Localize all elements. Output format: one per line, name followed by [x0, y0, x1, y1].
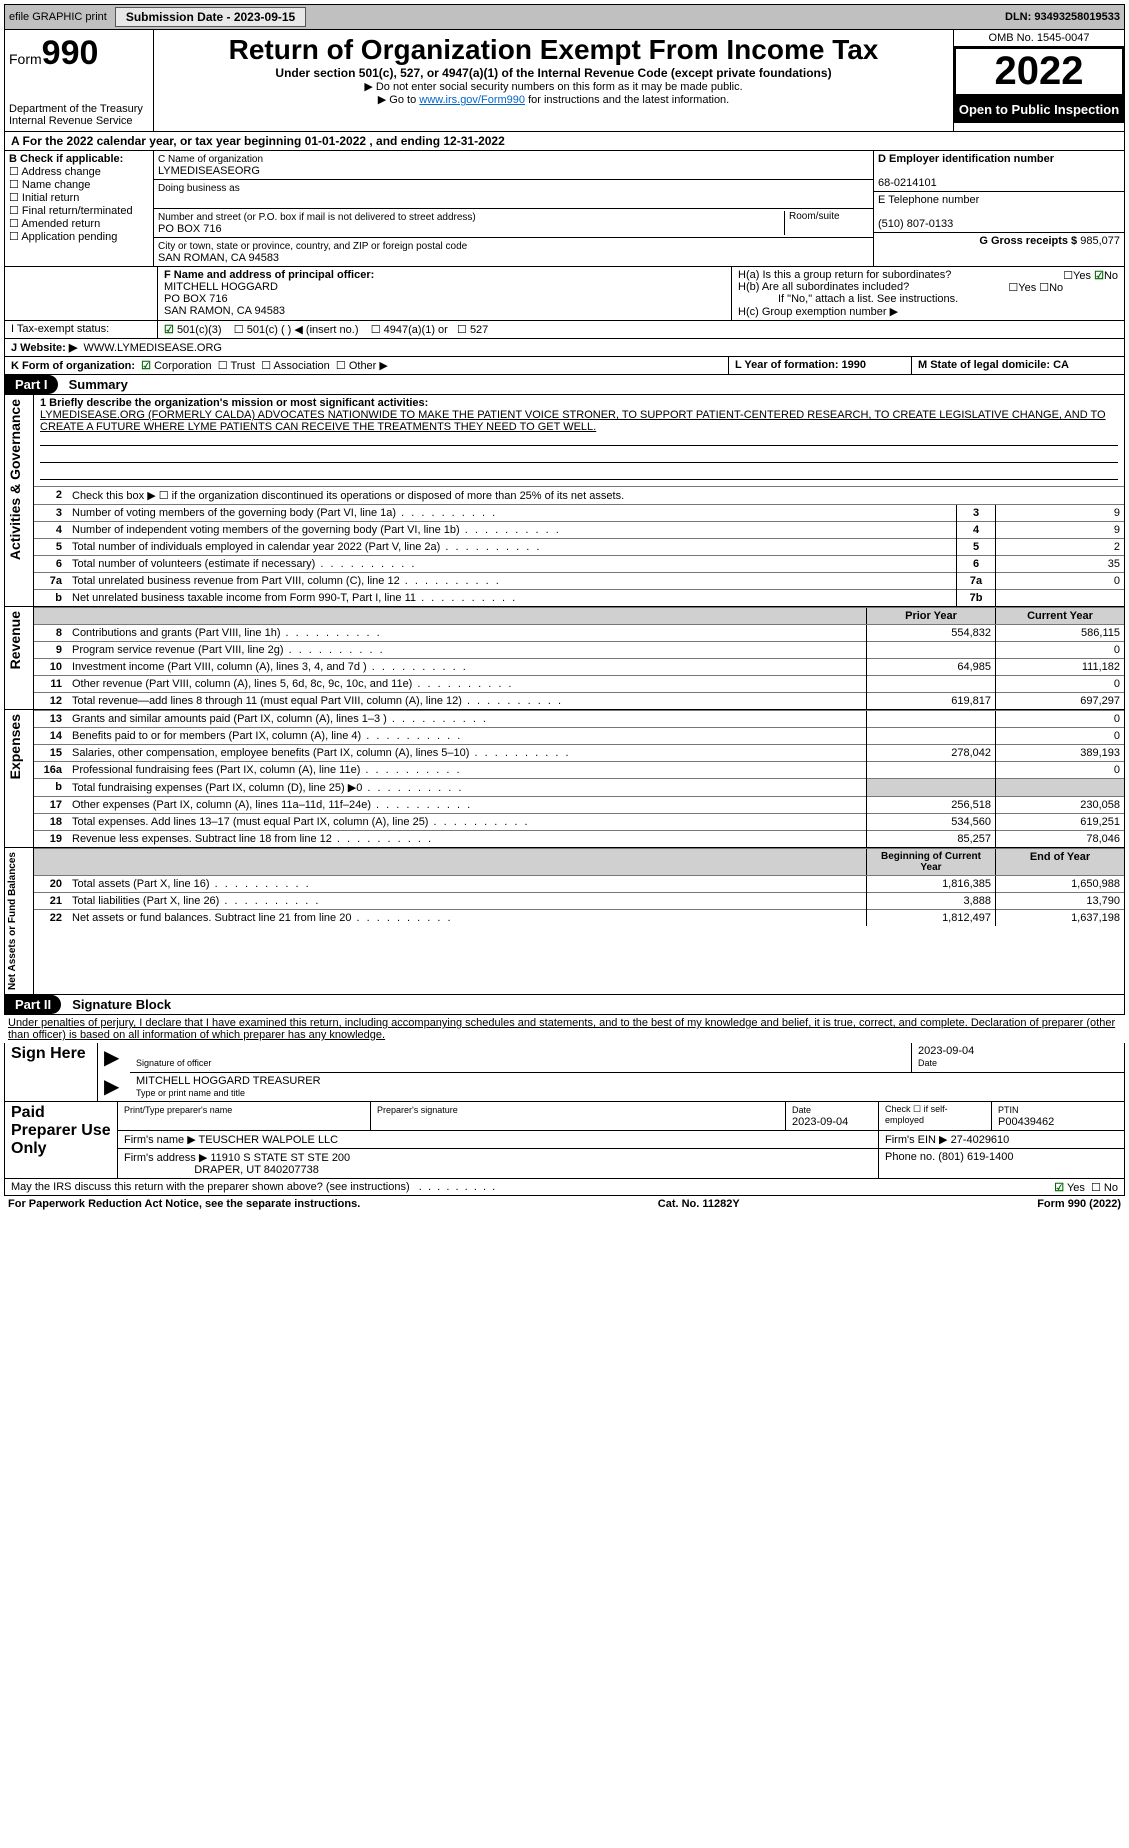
- omb-number: OMB No. 1545-0047: [954, 30, 1124, 47]
- irs-label: Internal Revenue Service: [9, 115, 149, 127]
- label-g: G Gross receipts $: [979, 235, 1077, 247]
- section-klm: K Form of organization: ☑ Corporation ☐ …: [4, 357, 1125, 375]
- part1-body: Activities & Governance 1 Briefly descri…: [4, 395, 1125, 607]
- efile-label: efile GRAPHIC print: [9, 11, 107, 23]
- section-j: J Website: ▶ WWW.LYMEDISEASE.ORG: [4, 339, 1125, 357]
- state-domicile: M State of legal domicile: CA: [918, 359, 1069, 371]
- line-a: A For the 2022 calendar year, or tax yea…: [4, 132, 1125, 151]
- label-hb: H(b) Are all subordinates included?: [738, 281, 909, 293]
- rev-section: Revenue Prior Year Current Year 8Contrib…: [4, 607, 1125, 710]
- dept-treasury: Department of the Treasury: [9, 103, 149, 115]
- section-bcd: B Check if applicable: Address change Na…: [4, 151, 1125, 267]
- mission-text: LYMEDISEASE.ORG (FORMERLY CALDA) ADVOCAT…: [40, 409, 1106, 433]
- label-hc: H(c) Group exemption number ▶: [738, 305, 1118, 318]
- cb-name[interactable]: Name change: [9, 179, 90, 191]
- label-city: City or town, state or province, country…: [158, 241, 467, 252]
- org-name: LYMEDISEASEORG: [158, 165, 260, 177]
- vlabel-rev: Revenue: [5, 607, 25, 673]
- officer-printed: MITCHELL HOGGARD TREASURER: [136, 1075, 321, 1087]
- ein-value: 68-0214101: [878, 177, 937, 189]
- cb-initial[interactable]: Initial return: [9, 192, 79, 204]
- cb-address[interactable]: Address change: [9, 166, 101, 178]
- open-inspection: Open to Public Inspection: [954, 96, 1124, 123]
- cb-final[interactable]: Final return/terminated: [9, 205, 133, 217]
- year-formation: L Year of formation: 1990: [735, 359, 866, 371]
- sign-here-block: Sign Here ▶ Signature of officer 2023-09…: [4, 1043, 1125, 1102]
- gross-receipts: 985,077: [1080, 235, 1120, 247]
- declaration: Under penalties of perjury, I declare th…: [4, 1015, 1125, 1043]
- label-d: D Employer identification number: [878, 153, 1054, 165]
- label-dba: Doing business as: [158, 183, 240, 194]
- label-room: Room/suite: [784, 211, 869, 235]
- form-subtitle-3: ▶ Go to www.irs.gov/Form990 for instruct…: [158, 93, 949, 106]
- top-bar: efile GRAPHIC print Submission Date - 20…: [4, 4, 1125, 30]
- label-addr: Number and street (or P.O. box if mail i…: [158, 212, 476, 223]
- org-addr: PO BOX 716: [158, 223, 222, 235]
- paid-preparer-block: Paid Preparer Use Only Print/Type prepar…: [4, 1102, 1125, 1179]
- label-e: E Telephone number: [878, 194, 979, 206]
- sign-here-label: Sign Here: [5, 1043, 98, 1101]
- cb-amended[interactable]: Amended return: [9, 218, 100, 230]
- may-irs-row: May the IRS discuss this return with the…: [4, 1179, 1125, 1196]
- gov-table: 2Check this box ▶ ☐ if the organization …: [34, 486, 1124, 504]
- phone-value: (510) 807-0133: [878, 218, 953, 230]
- form-subtitle-1: Under section 501(c), 527, or 4947(a)(1)…: [158, 66, 949, 80]
- paid-prep-label: Paid Preparer Use Only: [5, 1102, 118, 1178]
- net-section: Net Assets or Fund Balances Beginning of…: [4, 848, 1125, 995]
- section-fh: F Name and address of principal officer:…: [4, 267, 1125, 321]
- form-number: Form990: [9, 34, 149, 73]
- vlabel-net: Net Assets or Fund Balances: [5, 848, 20, 994]
- vlabel-gov: Activities & Governance: [5, 395, 25, 564]
- tax-year: 2022: [954, 47, 1124, 96]
- label-f: F Name and address of principal officer:: [164, 269, 374, 281]
- officer-name: MITCHELL HOGGARD: [164, 281, 278, 293]
- officer-addr1: PO BOX 716: [164, 293, 228, 305]
- exp-section: Expenses 13Grants and similar amounts pa…: [4, 710, 1125, 848]
- section-i: I Tax-exempt status: ☑ 501(c)(3) ☐ 501(c…: [4, 321, 1125, 339]
- website-value: WWW.LYMEDISEASE.ORG: [83, 342, 222, 354]
- page-footer: For Paperwork Reduction Act Notice, see …: [4, 1196, 1125, 1212]
- check-b: B Check if applicable: Address change Na…: [5, 151, 154, 266]
- officer-addr2: SAN RAMON, CA 94583: [164, 305, 285, 317]
- form-subtitle-2: ▶ Do not enter social security numbers o…: [158, 80, 949, 93]
- irs-link[interactable]: www.irs.gov/Form990: [419, 94, 525, 106]
- hb-note: If "No," attach a list. See instructions…: [738, 293, 1118, 305]
- vlabel-exp: Expenses: [5, 710, 25, 783]
- label-c: C Name of organization: [158, 154, 263, 165]
- label-ha: H(a) Is this a group return for subordin…: [738, 269, 951, 281]
- form-header: Form990 Department of the Treasury Inter…: [4, 30, 1125, 132]
- submission-date-button[interactable]: Submission Date - 2023-09-15: [115, 7, 306, 27]
- part2-header: Part II Signature Block: [4, 995, 1125, 1015]
- firm-name: TEUSCHER WALPOLE LLC: [199, 1134, 339, 1146]
- dln-label: DLN: 93493258019533: [1005, 11, 1120, 23]
- cb-pending[interactable]: Application pending: [9, 231, 117, 243]
- part1-header: Part I Summary: [4, 375, 1125, 395]
- form-title: Return of Organization Exempt From Incom…: [158, 34, 949, 66]
- org-city: SAN ROMAN, CA 94583: [158, 252, 279, 264]
